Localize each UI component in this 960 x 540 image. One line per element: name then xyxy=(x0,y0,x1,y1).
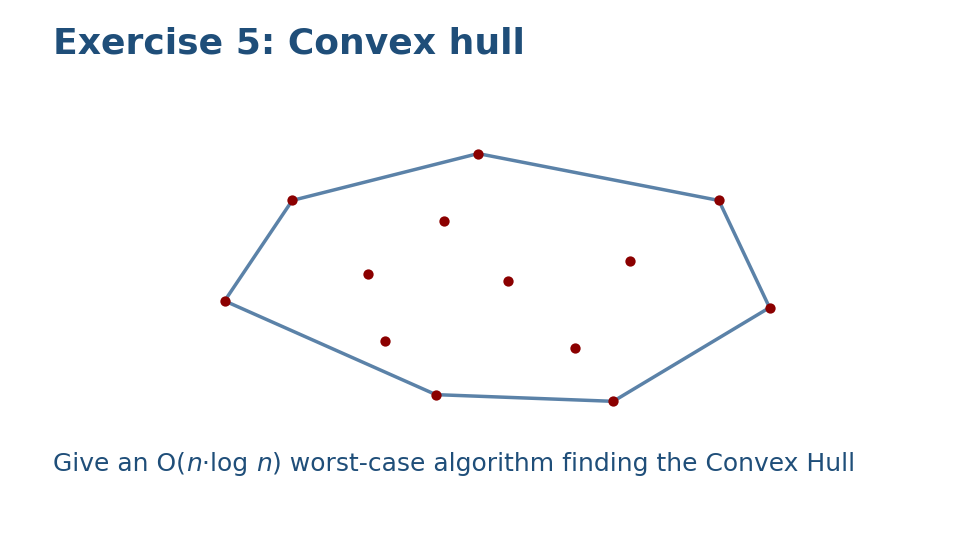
Point xyxy=(361,270,376,279)
Text: ·log: ·log xyxy=(202,452,256,476)
Text: Give an O(: Give an O( xyxy=(53,452,186,476)
Text: n: n xyxy=(186,452,202,476)
Point xyxy=(711,196,727,205)
Point xyxy=(428,390,444,399)
Point xyxy=(567,343,583,352)
Text: ) worst-case algorithm finding the Convex Hull: ) worst-case algorithm finding the Conve… xyxy=(272,452,854,476)
Point xyxy=(470,149,486,158)
Point xyxy=(284,196,300,205)
Point xyxy=(377,337,393,346)
Point xyxy=(762,303,778,312)
Text: Exercise 5: Convex hull: Exercise 5: Convex hull xyxy=(53,27,525,61)
Point xyxy=(217,296,232,305)
Point xyxy=(437,216,452,225)
Text: n: n xyxy=(256,452,272,476)
Text: Convex hull: Convex hull xyxy=(431,513,529,531)
Point xyxy=(606,397,621,406)
Point xyxy=(500,276,516,285)
Point xyxy=(622,256,637,265)
